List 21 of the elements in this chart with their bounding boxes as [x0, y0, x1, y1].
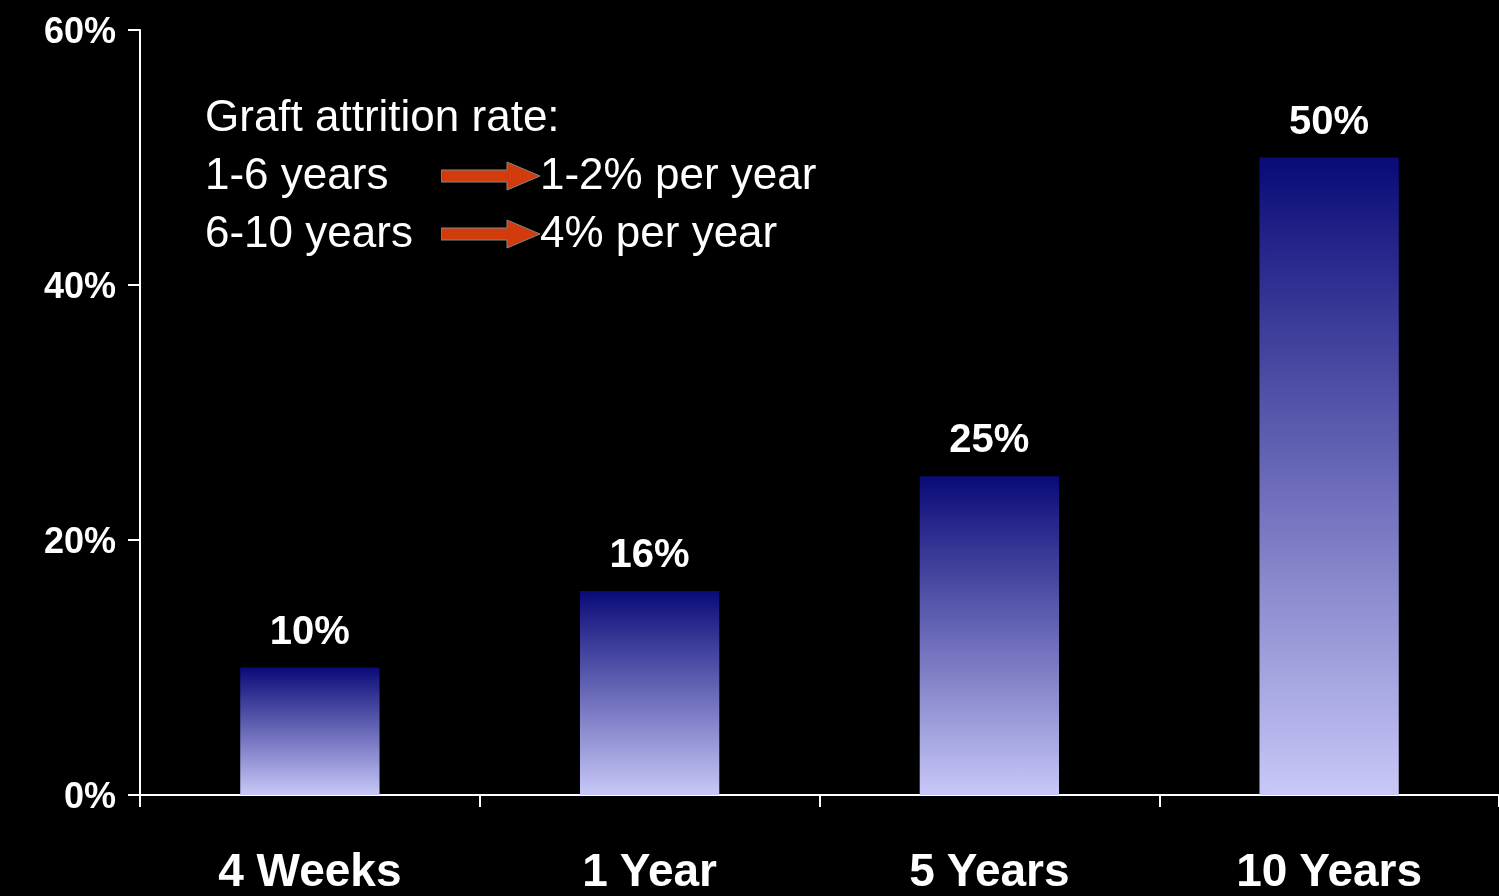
- data-label: 50%: [1289, 97, 1370, 142]
- data-label: 25%: [949, 416, 1030, 461]
- x-tick-label: 10 Years: [1236, 844, 1423, 896]
- bar: [579, 591, 720, 795]
- y-tick-label: 40%: [43, 264, 116, 306]
- x-tick-label: 1 Year: [582, 844, 718, 896]
- annotation: 1-2% per year: [540, 148, 817, 198]
- data-label: 10%: [269, 607, 350, 652]
- annotation: 4% per year: [540, 206, 778, 256]
- x-tick-label: 4 Weeks: [218, 844, 402, 896]
- y-tick-label: 60%: [43, 9, 116, 51]
- annotation: 1-6 years: [205, 148, 389, 198]
- annotation: Graft attrition rate:: [205, 90, 560, 140]
- annotation: 6-10 years: [205, 206, 413, 256]
- bar: [1259, 157, 1399, 795]
- x-tick-label: 5 Years: [909, 844, 1070, 896]
- data-label: 16%: [609, 531, 690, 575]
- bar: [919, 476, 1060, 795]
- y-tick-label: 20%: [43, 519, 116, 561]
- bar: [240, 667, 380, 795]
- y-tick-label: 0%: [63, 774, 116, 816]
